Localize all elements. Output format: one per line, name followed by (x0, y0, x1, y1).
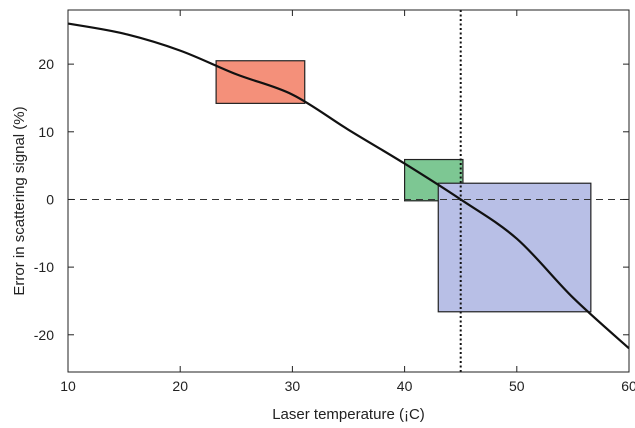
y-axis-title: Error in scattering signal (%) (11, 106, 28, 295)
y-tick-label: 10 (38, 124, 54, 140)
x-tick-label: 30 (285, 378, 301, 394)
plot-frame (67, 9, 630, 373)
series-line-1 (67, 22, 630, 350)
x-axis-title: Laser temperature (¡C) (272, 406, 425, 423)
x-tick-label: 20 (172, 378, 188, 394)
x-tick-label: 50 (509, 378, 525, 394)
y-tick-label: 0 (46, 191, 54, 207)
y-tick-label: 20 (38, 56, 54, 72)
axis-ticks: 10 20 30 40 50 60 20 10 0 -10 -20 (34, 10, 635, 394)
highlight-boxes (215, 60, 592, 313)
reference-lines (68, 10, 629, 372)
y-tick-label: -20 (34, 327, 54, 343)
x-tick-label: 40 (397, 378, 413, 394)
y-tick-label: -10 (34, 259, 54, 275)
x-tick-label: 60 (621, 378, 635, 394)
x-tick-label: 10 (60, 378, 76, 394)
series-layer (67, 22, 630, 350)
